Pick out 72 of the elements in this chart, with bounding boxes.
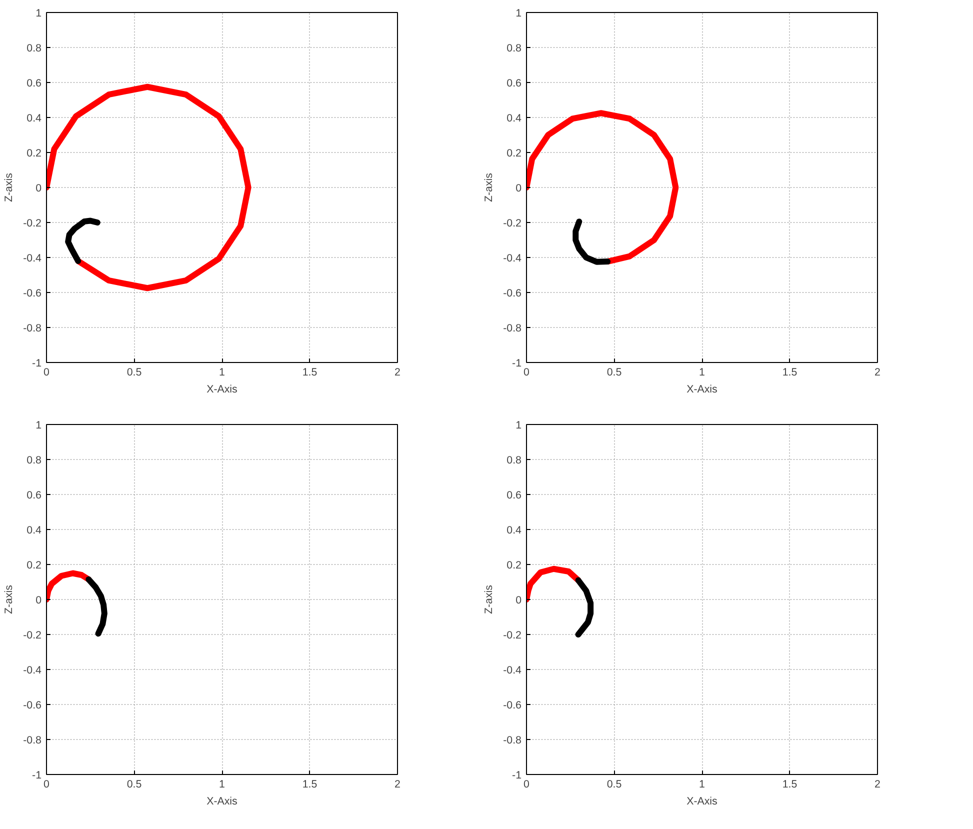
x-tick-label: 1.5 — [782, 366, 798, 378]
x-tick-label: 2 — [874, 778, 881, 790]
y-tick-label: 0.4 — [506, 524, 522, 536]
y-tick-label: -0.6 — [503, 700, 522, 712]
y-tick-label: 0.4 — [506, 112, 522, 124]
x-tick-label: 0 — [524, 778, 530, 790]
x-tick-label: 0 — [524, 366, 530, 378]
x-axis-title: X-Axis — [686, 384, 718, 396]
y-tick-label: 0.6 — [26, 490, 42, 502]
x-tick-label: 0.5 — [126, 778, 142, 790]
y-tick-label: 0.6 — [506, 78, 522, 90]
y-tick-label: 0.4 — [26, 524, 42, 536]
x-tick-label: 1 — [699, 778, 706, 790]
y-tick-label: -0.4 — [503, 252, 522, 264]
y-tick-label: 0.8 — [26, 454, 42, 466]
y-tick-label: -0.6 — [503, 288, 522, 300]
x-tick-label: 2 — [394, 366, 401, 378]
y-axis-title: Z-axis — [3, 584, 16, 614]
x-tick-label: 1.5 — [302, 366, 318, 378]
y-tick-label: -1 — [512, 358, 522, 370]
y-tick-label: -0.4 — [503, 664, 522, 676]
y-tick-label: 0.2 — [26, 560, 42, 572]
y-tick-label: -0.8 — [503, 734, 522, 746]
y-axis-title: Z-axis — [483, 584, 496, 614]
x-tick-label: 2 — [394, 778, 401, 790]
y-tick-label: 0 — [36, 182, 42, 194]
x-tick-label: 1.5 — [302, 778, 318, 790]
y-tick-label: -0.6 — [23, 700, 42, 712]
y-tick-label: -1 — [512, 770, 522, 782]
x-axis-title: X-Axis — [206, 796, 238, 808]
x-tick-label: 0.5 — [126, 366, 142, 378]
y-tick-label: 0.6 — [26, 78, 42, 90]
y-tick-label: -0.2 — [503, 630, 522, 642]
x-axis-title: X-Axis — [686, 796, 718, 808]
y-tick-label: 0.8 — [506, 42, 522, 54]
y-tick-label: 0 — [516, 594, 522, 606]
x-tick-label: 0.5 — [606, 778, 622, 790]
x-tick-label: 0 — [44, 778, 50, 790]
y-tick-label: -0.4 — [23, 252, 42, 264]
y-tick-label: 1 — [516, 8, 522, 20]
y-tick-label: -0.6 — [23, 288, 42, 300]
y-tick-label: 0.8 — [506, 454, 522, 466]
x-tick-label: 1 — [699, 366, 706, 378]
x-tick-label: 0.5 — [606, 366, 622, 378]
y-tick-label: -0.8 — [503, 322, 522, 334]
x-tick-label: 1 — [219, 778, 226, 790]
y-tick-label: -0.2 — [23, 218, 42, 230]
y-tick-label: 0.2 — [506, 148, 522, 160]
y-tick-label: -1 — [32, 358, 42, 370]
x-axis-title: X-Axis — [206, 384, 238, 396]
y-tick-label: 1 — [36, 420, 42, 432]
y-tick-label: 1 — [36, 8, 42, 20]
y-tick-label: -1 — [32, 770, 42, 782]
x-tick-label: 0 — [44, 366, 50, 378]
y-tick-label: 1 — [516, 420, 522, 432]
x-tick-label: 2 — [874, 366, 881, 378]
y-tick-label: 0.4 — [26, 112, 42, 124]
y-tick-label: -0.2 — [503, 218, 522, 230]
y-tick-label: -0.4 — [23, 664, 42, 676]
y-tick-label: 0.2 — [26, 148, 42, 160]
y-tick-label: -0.8 — [23, 322, 42, 334]
x-tick-label: 1.5 — [782, 778, 798, 790]
y-tick-label: -0.2 — [23, 630, 42, 642]
y-tick-label: 0 — [36, 594, 42, 606]
y-axis-title: Z-axis — [483, 172, 496, 202]
y-tick-label: -0.8 — [23, 734, 42, 746]
y-tick-label: 0.6 — [506, 490, 522, 502]
y-axis-title: Z-axis — [3, 172, 16, 202]
x-tick-label: 1 — [219, 366, 226, 378]
y-tick-label: 0 — [516, 182, 522, 194]
y-tick-label: 0.8 — [26, 42, 42, 54]
y-tick-label: 0.2 — [506, 560, 522, 572]
